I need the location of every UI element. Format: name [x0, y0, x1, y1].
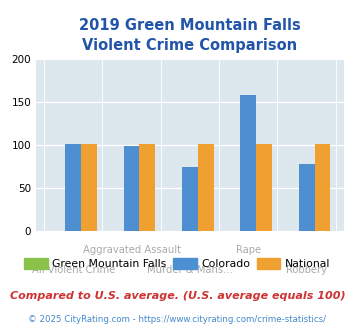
- Text: Robbery: Robbery: [286, 265, 327, 275]
- Text: Rape: Rape: [236, 245, 261, 255]
- Bar: [198, 144, 214, 231]
- Bar: [182, 167, 198, 231]
- Title: 2019 Green Mountain Falls
Violent Crime Comparison: 2019 Green Mountain Falls Violent Crime …: [79, 18, 301, 53]
- Text: Murder & Mans...: Murder & Mans...: [147, 265, 233, 275]
- Text: © 2025 CityRating.com - https://www.cityrating.com/crime-statistics/: © 2025 CityRating.com - https://www.city…: [28, 315, 327, 324]
- Text: Compared to U.S. average. (U.S. average equals 100): Compared to U.S. average. (U.S. average …: [10, 291, 345, 301]
- Bar: [240, 95, 256, 231]
- Bar: [65, 144, 81, 231]
- Legend: Green Mountain Falls, Colorado, National: Green Mountain Falls, Colorado, National: [20, 254, 334, 274]
- Bar: [315, 144, 330, 231]
- Bar: [256, 144, 272, 231]
- Text: All Violent Crime: All Violent Crime: [32, 265, 115, 275]
- Bar: [124, 146, 140, 231]
- Text: Aggravated Assault: Aggravated Assault: [83, 245, 181, 255]
- Bar: [140, 144, 155, 231]
- Bar: [81, 144, 97, 231]
- Bar: [299, 164, 315, 231]
